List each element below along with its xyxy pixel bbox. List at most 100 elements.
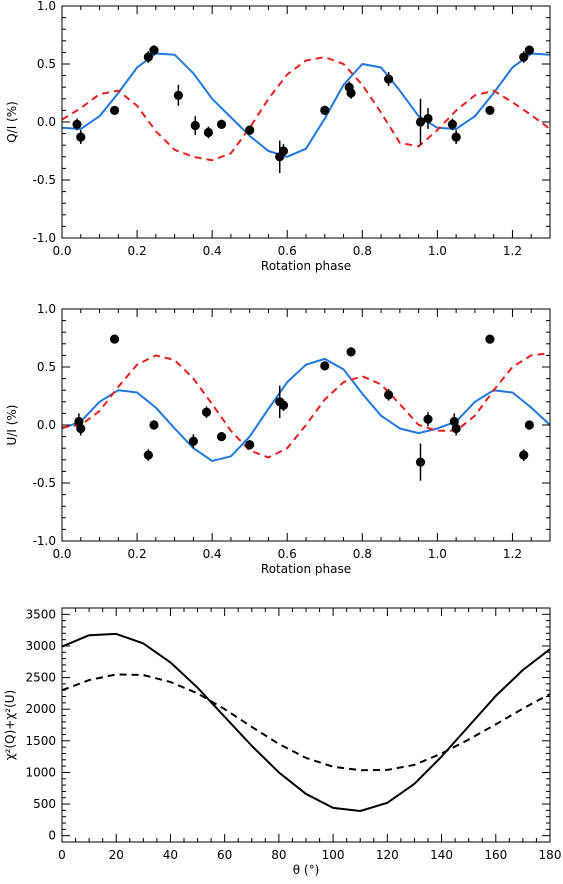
data-point (447, 119, 457, 129)
data-point (320, 105, 330, 115)
data-point (519, 52, 529, 62)
x-tick-label: 80 (271, 848, 286, 862)
x-tick-label: 100 (322, 848, 345, 862)
x-tick-label: 0.4 (203, 244, 222, 258)
y-tick-label: -0.5 (33, 476, 56, 490)
data-point (173, 90, 183, 100)
data-point (451, 132, 461, 142)
plot-area (61, 334, 551, 481)
data-point (245, 440, 255, 450)
y-tick-label: 2500 (25, 671, 56, 685)
y-tick-label: -1.0 (33, 534, 56, 548)
y-tick-label: 1.0 (37, 0, 56, 13)
y-tick-label: 3500 (25, 607, 56, 621)
x-axis-label: Rotation phase (261, 562, 351, 576)
data-point (346, 347, 356, 357)
data-point (109, 105, 120, 115)
series-line-1 (61, 673, 551, 772)
data-point (415, 117, 426, 127)
y-tick-label: 1500 (25, 734, 56, 748)
data-point (415, 457, 426, 467)
data-point (524, 420, 534, 430)
y-tick-label: 0.0 (37, 418, 56, 432)
y-axis-label: Q/I (%) (5, 101, 19, 143)
y-tick-label: 0.0 (37, 115, 56, 129)
x-tick-label: 1.0 (428, 244, 447, 258)
y-tick-label: -0.5 (33, 173, 56, 187)
data-point (383, 74, 394, 84)
data-point (245, 125, 255, 135)
x-tick-label: 60 (217, 848, 232, 862)
data-point (383, 390, 394, 400)
x-tick-label: 40 (163, 848, 178, 862)
data-point (188, 436, 198, 446)
x-axis-label: Rotation phase (261, 259, 351, 273)
series-line-0 (61, 632, 551, 813)
series-line-0 (61, 357, 551, 462)
x-tick-label: 0.4 (203, 547, 222, 561)
x-axis-label: θ (°) (293, 863, 320, 877)
x-tick-label: 140 (430, 848, 453, 862)
data-point (149, 45, 159, 55)
x-tick-label: 0.6 (278, 547, 297, 561)
data-point (346, 88, 356, 98)
y-tick-label: 2000 (25, 702, 56, 716)
data-point (320, 361, 330, 371)
x-tick-label: 160 (484, 848, 507, 862)
x-tick-label: 120 (376, 848, 399, 862)
series-line-1 (61, 56, 551, 162)
data-point (278, 146, 289, 156)
data-point (203, 127, 213, 138)
data-point (143, 52, 153, 62)
x-tick-label: 1.2 (503, 244, 522, 258)
y-axis-label: U/I (%) (5, 405, 19, 446)
y-axis-label: χ²(Q)+χ²(U) (3, 690, 17, 761)
y-tick-label: 3000 (25, 639, 56, 653)
data-point (485, 105, 495, 115)
y-tick-label: 1000 (25, 765, 56, 779)
panel-u-over-i: 0.0 0.2 0.4 0.6 0.8 1.0 1.2 -1.0 -0.5 0.0 0.5 1.0 Ro… (5, 302, 551, 576)
x-tick-label: 0.6 (278, 244, 297, 258)
x-tick-label: 0.8 (353, 244, 372, 258)
x-tick-label: 0.2 (128, 244, 147, 258)
data-point (423, 414, 433, 424)
data-point (216, 432, 227, 442)
x-tick-label: 0 (58, 848, 66, 862)
data-point (451, 423, 461, 434)
y-tick-label: 0.5 (37, 360, 56, 374)
data-point (109, 334, 120, 344)
data-point (76, 423, 86, 434)
x-tick-label: 1.0 (428, 547, 447, 561)
y-tick-label: -1.0 (33, 231, 56, 245)
data-point (190, 120, 200, 131)
y-tick-label: 500 (33, 797, 56, 811)
data-point (216, 119, 227, 129)
data-point (201, 407, 212, 417)
data-point (72, 119, 82, 129)
series-line-1 (61, 352, 551, 459)
x-tick-label: 1.2 (503, 547, 522, 561)
y-tick-label: 0.5 (37, 57, 56, 71)
plot-area (61, 632, 551, 813)
series-line-0 (61, 52, 551, 158)
panel-chi-squared: 0 20 40 60 80 100 120 140 160 180 0 500 1000 1500 2000… (3, 607, 561, 877)
plot-frame (61, 5, 551, 239)
x-tick-label: 20 (109, 848, 124, 862)
x-tick-label: 180 (539, 848, 562, 862)
x-tick-label: 0.0 (52, 547, 71, 561)
data-point (423, 113, 433, 124)
x-tick-label: 0.8 (353, 547, 372, 561)
plot-area (61, 45, 551, 174)
data-point (143, 450, 153, 460)
data-point (149, 420, 159, 430)
y-tick-label: 0 (48, 829, 56, 843)
data-point (519, 450, 529, 460)
x-tick-label: 0.2 (128, 547, 147, 561)
data-point (524, 45, 534, 55)
data-point (76, 132, 86, 142)
plot-frame (61, 607, 551, 843)
panel-q-over-i: 0.0 0.2 0.4 0.6 0.8 1.0 1.2 -1.0 -0.5 0.0 0.5 1.0 Ro… (5, 0, 551, 273)
data-point (278, 400, 289, 410)
x-tick-label: 0.0 (52, 244, 71, 258)
